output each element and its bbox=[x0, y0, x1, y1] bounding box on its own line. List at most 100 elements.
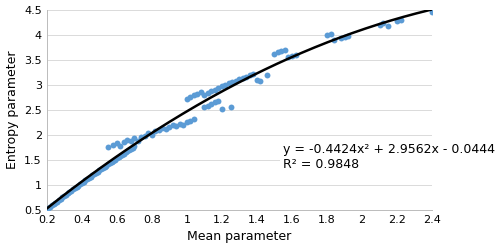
Point bbox=[113, 141, 121, 145]
Point bbox=[166, 125, 173, 129]
Point bbox=[144, 131, 152, 135]
Point bbox=[56, 197, 64, 201]
Point bbox=[278, 49, 285, 53]
Point bbox=[239, 76, 247, 80]
Point bbox=[211, 88, 219, 92]
Point bbox=[337, 36, 345, 40]
Point bbox=[190, 117, 198, 121]
Point bbox=[104, 145, 112, 149]
Point bbox=[183, 120, 191, 124]
Point bbox=[152, 129, 160, 133]
Point bbox=[200, 105, 208, 109]
Point bbox=[92, 171, 100, 175]
Point bbox=[90, 173, 98, 177]
Point bbox=[323, 33, 331, 37]
Point bbox=[76, 183, 84, 187]
Point bbox=[242, 75, 250, 79]
Point bbox=[138, 135, 145, 139]
Point bbox=[68, 189, 76, 193]
Point bbox=[122, 150, 130, 154]
Point bbox=[162, 127, 170, 131]
Point bbox=[134, 139, 142, 143]
Point bbox=[106, 161, 114, 165]
Point bbox=[120, 152, 128, 156]
Point bbox=[86, 175, 94, 179]
Point bbox=[225, 81, 233, 85]
Point bbox=[292, 53, 300, 57]
Point bbox=[69, 187, 77, 191]
Point bbox=[55, 198, 63, 202]
Point bbox=[44, 205, 52, 209]
Point bbox=[218, 107, 226, 111]
Point bbox=[96, 168, 104, 172]
Point bbox=[120, 140, 128, 144]
Point bbox=[125, 148, 133, 152]
Point bbox=[66, 190, 74, 194]
Point bbox=[46, 204, 54, 208]
Point bbox=[169, 123, 177, 127]
Point bbox=[253, 78, 261, 82]
Point bbox=[376, 23, 384, 27]
Point bbox=[228, 80, 236, 84]
Point bbox=[141, 134, 149, 138]
Point bbox=[218, 84, 226, 88]
Point bbox=[94, 170, 102, 174]
Point bbox=[116, 154, 124, 158]
Point bbox=[180, 123, 188, 127]
Point bbox=[226, 105, 234, 109]
Point bbox=[396, 18, 404, 22]
Point bbox=[58, 195, 66, 199]
Point bbox=[48, 203, 56, 207]
Point bbox=[183, 97, 191, 101]
Point bbox=[194, 92, 202, 96]
Point bbox=[82, 179, 90, 183]
Point bbox=[186, 95, 194, 99]
Point bbox=[97, 167, 105, 171]
Point bbox=[256, 79, 264, 83]
Point bbox=[118, 153, 126, 157]
Point bbox=[428, 10, 436, 14]
Point bbox=[74, 184, 82, 188]
Point bbox=[127, 139, 135, 143]
Text: y = -0.4424x² + 2.9562x - 0.0444
R² = 0.9848: y = -0.4424x² + 2.9562x - 0.0444 R² = 0.… bbox=[283, 143, 495, 171]
Point bbox=[62, 193, 70, 197]
Point bbox=[102, 164, 110, 168]
Point bbox=[99, 166, 107, 170]
Point bbox=[270, 52, 278, 56]
Point bbox=[176, 122, 184, 126]
Point bbox=[222, 83, 230, 87]
Point bbox=[50, 202, 58, 206]
Point bbox=[326, 32, 334, 36]
Point bbox=[148, 133, 156, 137]
Point bbox=[284, 55, 292, 59]
Point bbox=[53, 199, 61, 203]
Point bbox=[214, 99, 222, 103]
Point bbox=[232, 79, 240, 83]
Point bbox=[250, 72, 258, 76]
Point bbox=[197, 90, 205, 94]
Point bbox=[204, 104, 212, 108]
Point bbox=[155, 128, 163, 132]
Point bbox=[379, 21, 387, 25]
Point bbox=[108, 160, 116, 164]
Point bbox=[78, 181, 86, 185]
Point bbox=[172, 124, 180, 128]
Point bbox=[111, 158, 119, 162]
Point bbox=[430, 8, 438, 12]
Point bbox=[71, 187, 79, 190]
Point bbox=[110, 143, 118, 147]
Point bbox=[208, 89, 216, 93]
Point bbox=[72, 185, 80, 189]
Point bbox=[246, 73, 254, 77]
Point bbox=[114, 155, 122, 159]
Point bbox=[127, 147, 135, 151]
Y-axis label: Entropy parameter: Entropy parameter bbox=[6, 51, 18, 169]
Point bbox=[344, 34, 352, 38]
Point bbox=[274, 50, 282, 54]
Point bbox=[330, 38, 338, 42]
Point bbox=[128, 146, 136, 150]
Point bbox=[211, 100, 219, 104]
Point bbox=[110, 159, 118, 163]
Point bbox=[190, 93, 198, 97]
Point bbox=[236, 77, 244, 81]
